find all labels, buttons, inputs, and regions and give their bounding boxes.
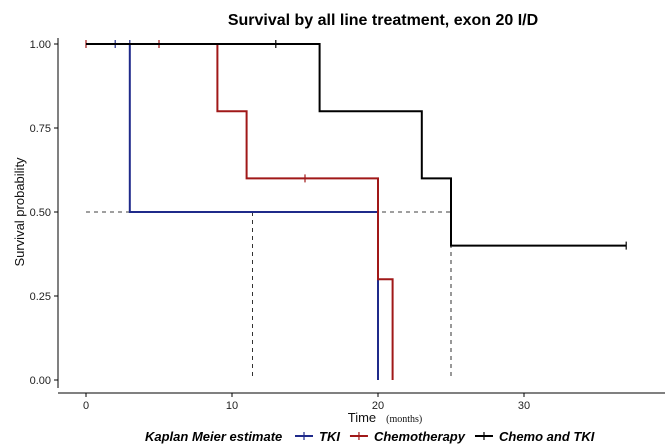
median-reference-lines bbox=[86, 211, 452, 380]
survival-curve-chemotherapy bbox=[86, 43, 394, 380]
y-axis-label: Survival probability bbox=[12, 157, 27, 267]
x-axis-label: Time bbox=[348, 410, 376, 425]
legend-title: Kaplan Meier estimate bbox=[145, 429, 282, 444]
y-tick-label: 0.25 bbox=[30, 291, 51, 303]
x-axis-label-group: Time (months) bbox=[348, 409, 423, 426]
legend-label-tki: TKI bbox=[319, 429, 340, 444]
chart-title: Survival by all line treatment, exon 20 … bbox=[228, 12, 538, 29]
y-tick-label: 0.50 bbox=[30, 207, 51, 219]
legend-label-chemo-and-tki: Chemo and TKI bbox=[499, 429, 595, 444]
legend-label-chemotherapy: Chemotherapy bbox=[374, 429, 466, 444]
survival-curve-chemo-and-tki bbox=[86, 43, 627, 247]
survival-curve-tki bbox=[86, 43, 379, 380]
x-axis-unit: (months) bbox=[386, 414, 422, 425]
legend: Kaplan Meier estimate TKI Chemotherapy Che… bbox=[145, 429, 595, 444]
x-tick-label: 30 bbox=[518, 400, 530, 412]
y-tick-label: 0.00 bbox=[30, 375, 51, 387]
y-tick-label: 1.00 bbox=[30, 39, 51, 51]
y-tick-label: 0.75 bbox=[30, 123, 51, 135]
x-tick-label: 10 bbox=[226, 400, 238, 412]
plot-axes: 0.00 0.25 0.50 0.75 1.00 0 10 20 30 bbox=[30, 38, 665, 412]
x-tick-label: 20 bbox=[372, 400, 384, 412]
survival-curves bbox=[85, 40, 627, 380]
x-tick-label: 0 bbox=[83, 400, 89, 412]
